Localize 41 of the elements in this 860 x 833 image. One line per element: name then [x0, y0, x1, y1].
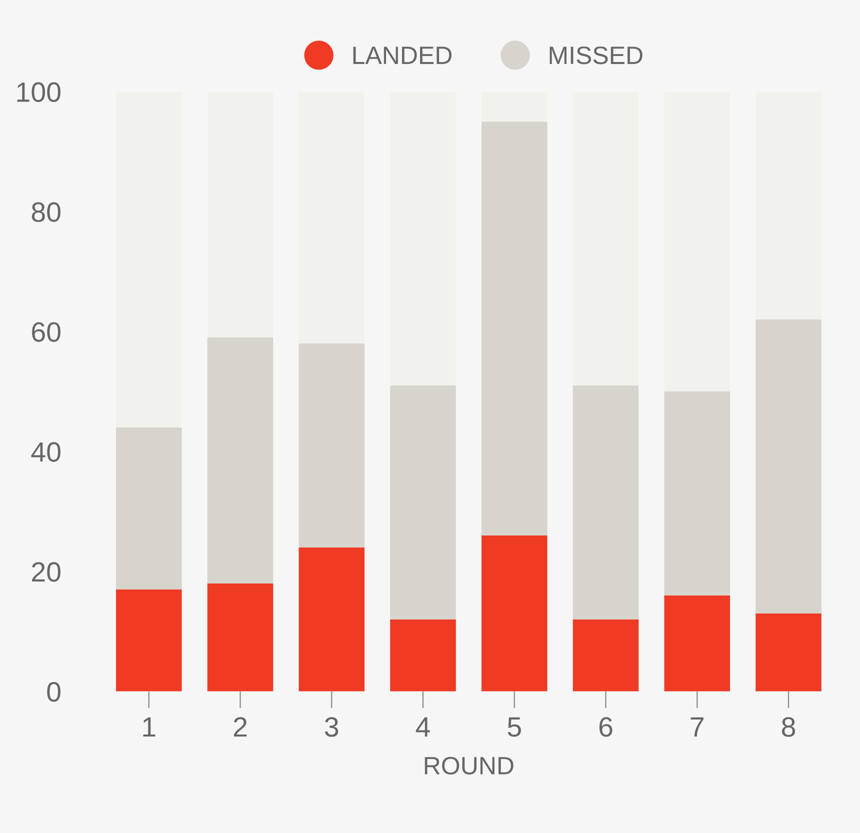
x-tick-label: 4	[416, 717, 430, 737]
bar	[116, 92, 182, 428]
x-tick-label: 2	[234, 717, 247, 737]
x-tick-label: 6	[599, 717, 612, 737]
bar	[572, 386, 639, 620]
bar	[664, 92, 730, 392]
bar	[116, 589, 182, 692]
y-tick-label: 20	[32, 562, 60, 582]
legend-label: LANDED	[353, 46, 452, 64]
bar	[207, 338, 274, 584]
bar	[298, 344, 365, 548]
y-tick-label: 60	[32, 322, 60, 342]
legend-label: MISSED	[550, 46, 642, 64]
bar	[116, 427, 182, 590]
bar	[298, 547, 365, 692]
bar	[390, 92, 456, 386]
bar	[207, 92, 274, 338]
bar	[756, 320, 822, 614]
bar	[756, 613, 822, 692]
bar	[207, 583, 274, 692]
x-tick-label: 5	[508, 717, 521, 737]
x-axis-title: ROUND	[424, 756, 514, 775]
bar	[756, 92, 822, 320]
y-tick-label: 40	[31, 442, 60, 462]
bar	[664, 392, 730, 596]
bar	[572, 619, 639, 692]
bar	[481, 535, 548, 692]
bar	[390, 619, 456, 692]
bar	[481, 92, 548, 122]
y-tick-label: 100	[17, 82, 60, 102]
bar	[664, 595, 730, 692]
x-tick-label: 1	[143, 717, 156, 737]
bar	[298, 92, 365, 344]
y-tick-label: 0	[47, 682, 60, 702]
bar	[572, 92, 639, 386]
bar	[481, 122, 548, 536]
x-tick-label: 3	[324, 717, 338, 737]
bar	[390, 386, 456, 620]
x-tick-label: 8	[782, 717, 796, 737]
y-tick-label: 80	[32, 202, 60, 222]
x-tick-label: 7	[690, 717, 704, 737]
